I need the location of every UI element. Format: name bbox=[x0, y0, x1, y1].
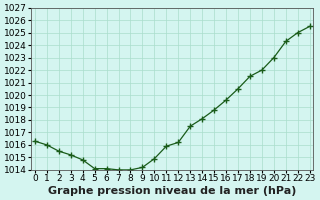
X-axis label: Graphe pression niveau de la mer (hPa): Graphe pression niveau de la mer (hPa) bbox=[48, 186, 297, 196]
